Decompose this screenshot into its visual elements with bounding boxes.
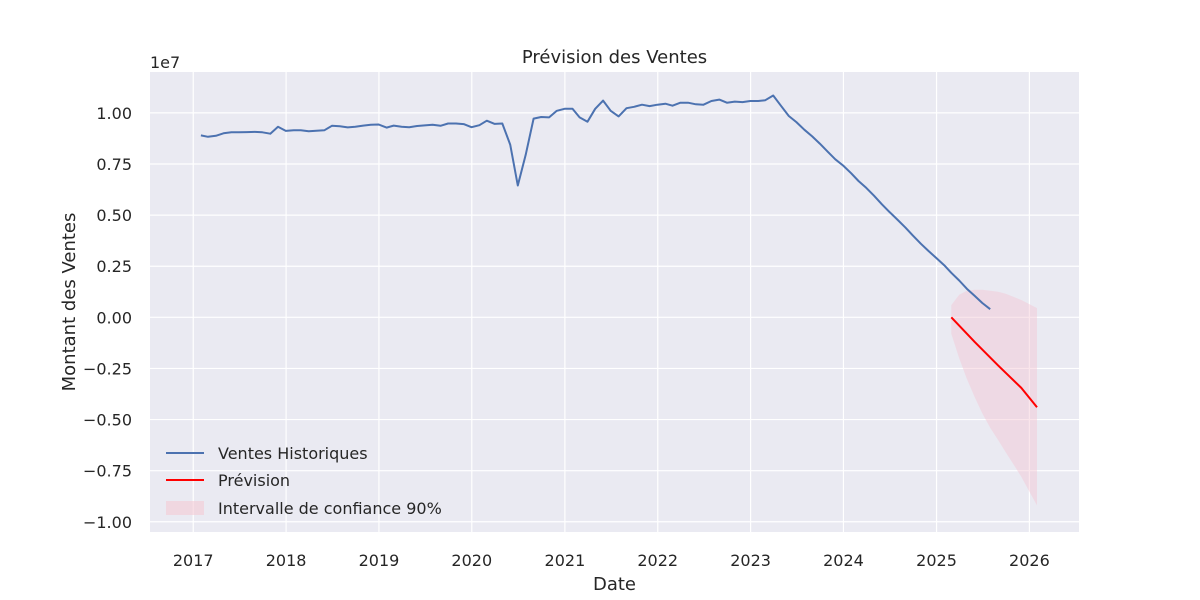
- y-axis-label: Montant des Ventes: [59, 213, 80, 392]
- y-tick-label: −1.00: [83, 513, 132, 532]
- x-tick-label: 2020: [451, 551, 492, 570]
- x-tick-label: 2026: [1009, 551, 1050, 570]
- x-tick-labels: 2017 2018 2019 2020 2021 2022 2023 2024 2025 2026: [173, 551, 1050, 570]
- forecast-line: [950, 316, 1038, 408]
- y-tick-label: 1.00: [96, 104, 132, 123]
- y-tick-label: 0.75: [96, 155, 132, 174]
- historical-sales-line: [200, 94, 991, 310]
- x-tick-label: 2018: [266, 551, 307, 570]
- y-tick-label: −0.50: [83, 411, 132, 430]
- x-tick-label: 2023: [730, 551, 771, 570]
- plot-area: [150, 72, 1079, 532]
- x-axis-label: Date: [593, 574, 636, 595]
- chart-marks: [200, 94, 1038, 506]
- confidence-band: [951, 289, 1037, 506]
- y-offset-label: 1e7: [150, 53, 180, 72]
- x-tick-label: 2025: [916, 551, 957, 570]
- legend-swatch-confidence: [166, 501, 204, 515]
- y-tick-label: 0.25: [96, 257, 132, 276]
- x-tick-label: 2017: [173, 551, 214, 570]
- y-tick-label: 0.50: [96, 206, 132, 225]
- x-grid: [192, 72, 1030, 532]
- x-tick-label: 2022: [637, 551, 678, 570]
- y-tick-labels: 1.00 0.75 0.50 0.25 0.00 −0.25 −0.50 −0.75 −1.00: [83, 104, 132, 532]
- y-tick-label: 0.00: [96, 308, 132, 327]
- x-tick-label: 2021: [545, 551, 586, 570]
- legend-label-historical: Ventes Historiques: [218, 444, 368, 463]
- y-tick-label: −0.25: [83, 359, 132, 378]
- x-tick-label: 2024: [823, 551, 864, 570]
- chart-title: Prévision des Ventes: [522, 47, 707, 68]
- legend: Ventes Historiques Prévision Intervalle …: [166, 444, 442, 518]
- legend-label-forecast: Prévision: [218, 471, 290, 490]
- legend-label-confidence: Intervalle de confiance 90%: [218, 499, 442, 518]
- y-tick-label: −0.75: [83, 462, 132, 481]
- y-grid: [150, 112, 1079, 523]
- x-tick-label: 2019: [359, 551, 400, 570]
